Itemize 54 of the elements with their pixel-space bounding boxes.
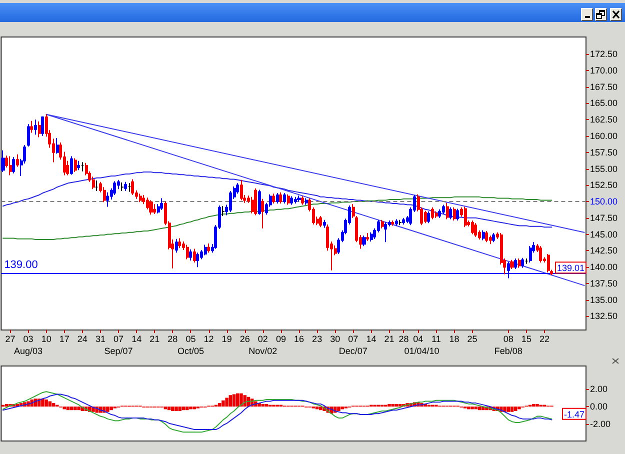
x-tick-label: 22 — [539, 334, 550, 344]
x-tick-label: 14 — [132, 334, 142, 344]
y-tick-label: 140.00 — [590, 262, 618, 272]
x-tick-label: 28 — [398, 334, 409, 344]
y-tick-label: 155.00 — [590, 164, 618, 174]
x-tick-label: 11 — [432, 334, 441, 344]
y-tick-label: 142.50 — [590, 246, 618, 256]
x-tick-label: 18 — [449, 334, 460, 344]
category-label: 07 Dec/07 — [338, 334, 368, 356]
x-tick-label: 26 — [240, 334, 250, 344]
y-tick-label: 172.50 — [590, 49, 618, 60]
y-tick-label: 162.50 — [590, 114, 618, 125]
y-tick-label: 160.00 — [590, 130, 618, 141]
ref-line-label: 139.00 — [4, 259, 38, 272]
x-tick-label: 28 — [168, 334, 178, 344]
y-tick-label: 0.00 — [590, 402, 608, 412]
y-tick-label: 147.50 — [590, 212, 618, 223]
x-tick-label: 04 — [413, 334, 424, 344]
y-tick-label: 145.00 — [590, 229, 618, 240]
x-tick-label: 10 — [41, 334, 52, 344]
y-tick-label: 157.50 — [590, 147, 618, 158]
category-label: 03 Aug/03 — [14, 334, 43, 356]
y-tick-label: 152.50 — [590, 180, 618, 190]
x-tick-label: 14 — [366, 334, 376, 344]
annotation: -1.47 — [564, 409, 584, 420]
category-label: 07 Sep/07 — [104, 334, 133, 356]
category-label: 08 Feb/08 — [494, 334, 522, 356]
annotation: 139.01 — [556, 263, 584, 274]
x-tick-label: 31 — [95, 334, 106, 344]
x-tick-label: 21 — [150, 334, 160, 344]
y-tick-label: 2.00 — [590, 384, 608, 394]
x-tick-label: 23 — [312, 334, 322, 344]
y-tick-label: -2.00 — [590, 419, 611, 430]
x-tick-label: 27 — [5, 334, 16, 344]
y-tick-label: 170.00 — [590, 65, 618, 76]
x-tick-label: 17 — [59, 334, 70, 344]
x-tick-label: 30 — [330, 334, 340, 344]
x-tick-label: 15 — [521, 334, 532, 344]
y-tick-label: 132.50 — [590, 311, 618, 322]
x-tick-label: 12 — [204, 334, 214, 344]
x-tick-label: 09 — [276, 334, 286, 344]
x-tick-label: 21 — [384, 334, 394, 344]
x-tick-label: 19 — [222, 334, 232, 344]
category-label: 05 Oct/05 — [177, 334, 204, 356]
x-tick-label: 01/04/10 — [404, 346, 440, 356]
ref-line-label: 150.00 — [590, 196, 618, 207]
y-tick-label: 137.50 — [590, 278, 618, 288]
x-tick-label: 24 — [77, 334, 88, 344]
x-tick-label: 16 — [294, 334, 304, 344]
x-tick-label: 25 — [467, 334, 478, 344]
y-tick-label: 167.50 — [590, 82, 618, 92]
y-tick-label: 135.00 — [590, 294, 618, 305]
y-tick-label: 165.00 — [590, 98, 618, 108]
category-label: 02 Nov/02 — [248, 334, 278, 356]
